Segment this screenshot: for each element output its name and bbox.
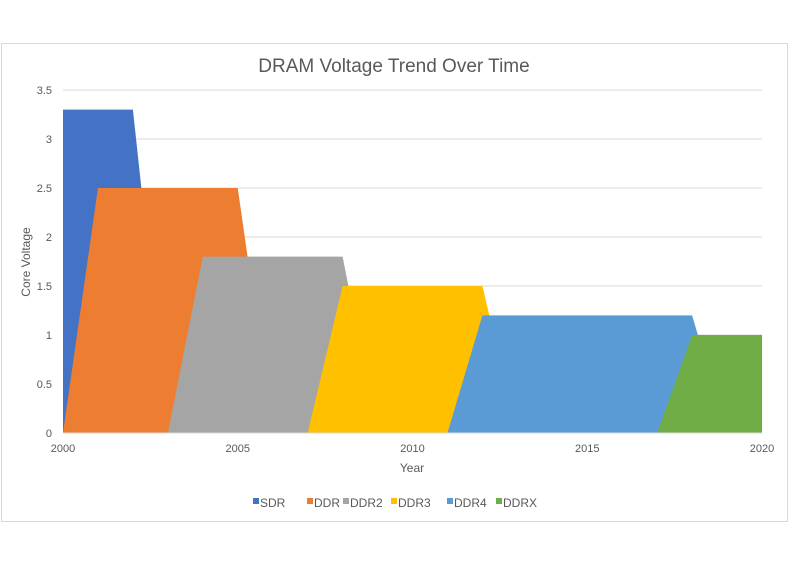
legend-swatch-ddr2 [343, 498, 349, 504]
legend-swatch-ddr3 [391, 498, 397, 504]
area-ddrx [657, 335, 762, 433]
y-tick-label: 1 [46, 330, 52, 342]
legend-label-ddr2: DDR2 [350, 496, 383, 510]
y-tick-label: 0 [46, 428, 52, 440]
y-tick-label: 3.5 [37, 85, 52, 97]
x-tick-label: 2010 [400, 443, 424, 455]
y-tick-label: 2 [46, 232, 52, 244]
chart-title: DRAM Voltage Trend Over Time [258, 56, 529, 77]
area-ddr4 [447, 315, 728, 433]
y-tick-label: 0.5 [37, 379, 52, 391]
legend-label-ddr4: DDR4 [454, 496, 487, 510]
x-axis-label: Year [400, 461, 424, 475]
y-tick-label: 3 [46, 134, 52, 146]
x-tick-label: 2020 [750, 443, 774, 455]
legend-label-sdr: SDR [260, 496, 286, 510]
x-tick-label: 2015 [575, 443, 599, 455]
legend: SDR DDR DDR2 DDR3 DDR4 DDRX [253, 496, 537, 510]
y-tick-label: 1.5 [37, 281, 52, 293]
x-tick-label: 2000 [51, 443, 75, 455]
y-axis-label: Core Voltage [19, 227, 33, 297]
legend-swatch-ddrx [496, 498, 502, 504]
legend-label-ddrx: DDRX [503, 496, 537, 510]
legend-label-ddr: DDR [314, 496, 340, 510]
legend-label-ddr3: DDR3 [398, 496, 431, 510]
legend-swatch-sdr [253, 498, 259, 504]
x-tick-label: 2005 [226, 443, 250, 455]
legend-swatch-ddr [307, 498, 313, 504]
y-tick-label: 2.5 [37, 183, 52, 195]
legend-swatch-ddr4 [447, 498, 453, 504]
